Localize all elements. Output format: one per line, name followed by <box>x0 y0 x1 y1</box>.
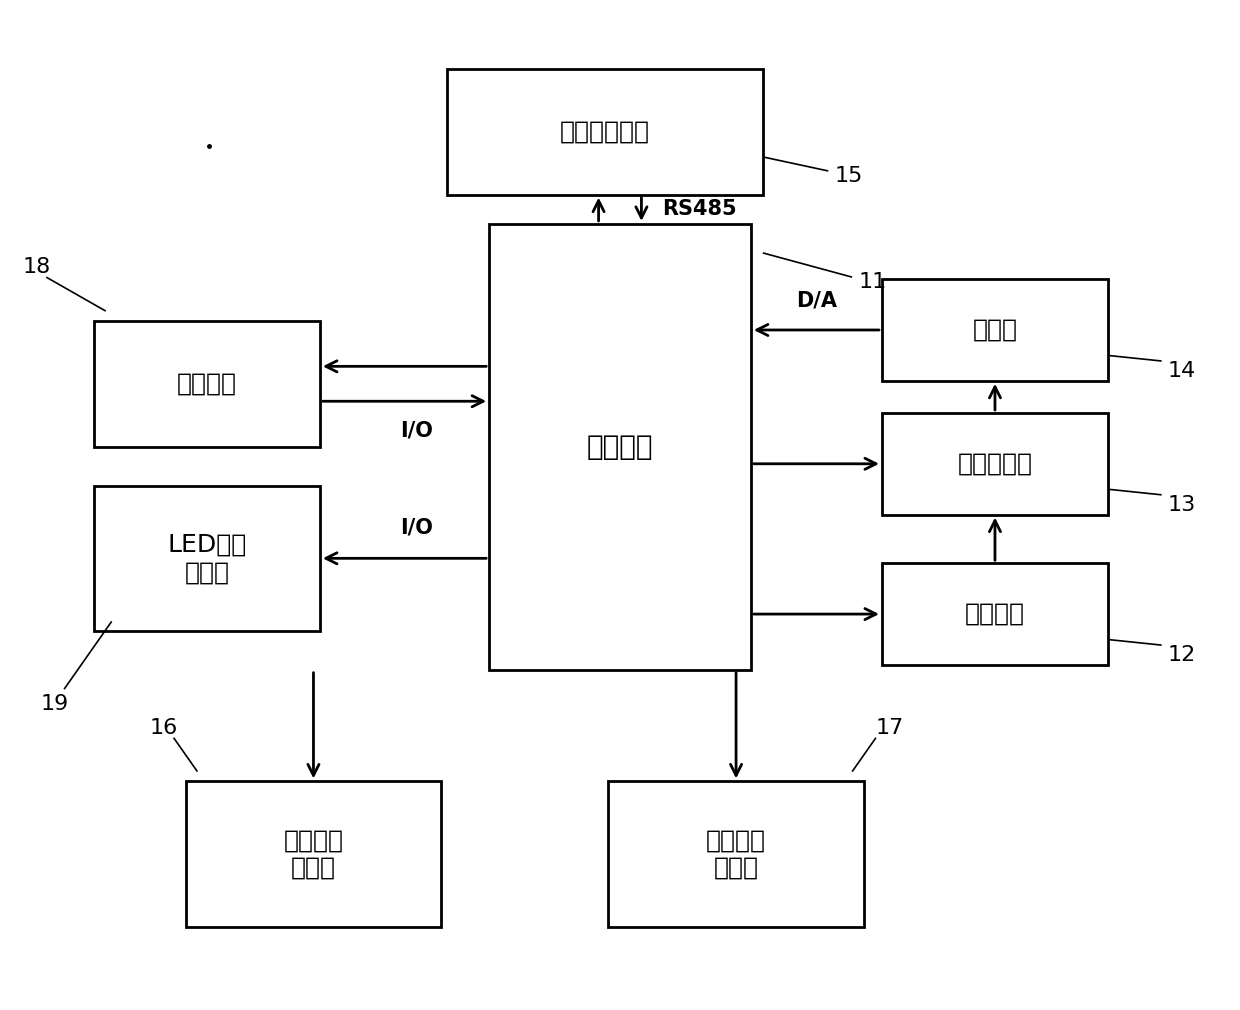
Text: I/O: I/O <box>401 517 433 537</box>
Bar <box>489 224 751 670</box>
Text: RS485: RS485 <box>662 199 737 219</box>
Bar <box>186 782 441 927</box>
Text: 中冷器温
控装置: 中冷器温 控装置 <box>706 828 766 880</box>
Text: 控制系统: 控制系统 <box>587 433 653 461</box>
Text: 冷却液温
控装置: 冷却液温 控装置 <box>284 828 343 880</box>
Bar <box>94 486 320 631</box>
Text: 油门执行器: 油门执行器 <box>957 451 1033 476</box>
Text: 启停装置: 启停装置 <box>965 602 1025 626</box>
Text: 11: 11 <box>858 272 887 292</box>
Text: 智能温控仪表: 智能温控仪表 <box>560 120 650 143</box>
Bar <box>882 279 1109 381</box>
Text: I/O: I/O <box>401 420 433 440</box>
Bar <box>608 782 864 927</box>
Text: D/A: D/A <box>796 291 837 311</box>
Bar <box>882 413 1109 515</box>
Bar <box>882 564 1109 665</box>
Text: 14: 14 <box>1168 361 1195 381</box>
Bar <box>448 69 763 195</box>
Text: 17: 17 <box>875 718 904 738</box>
Text: 13: 13 <box>1168 495 1195 514</box>
Text: 操作键盘: 操作键盘 <box>177 372 237 396</box>
Text: 15: 15 <box>835 166 863 186</box>
Text: LED数码
显示屏: LED数码 显示屏 <box>167 532 247 584</box>
Text: 测功机: 测功机 <box>972 318 1018 342</box>
Text: 19: 19 <box>40 694 68 714</box>
Bar <box>94 321 320 446</box>
Text: 18: 18 <box>22 258 51 278</box>
Text: 16: 16 <box>150 718 179 738</box>
Text: 12: 12 <box>1168 644 1195 665</box>
